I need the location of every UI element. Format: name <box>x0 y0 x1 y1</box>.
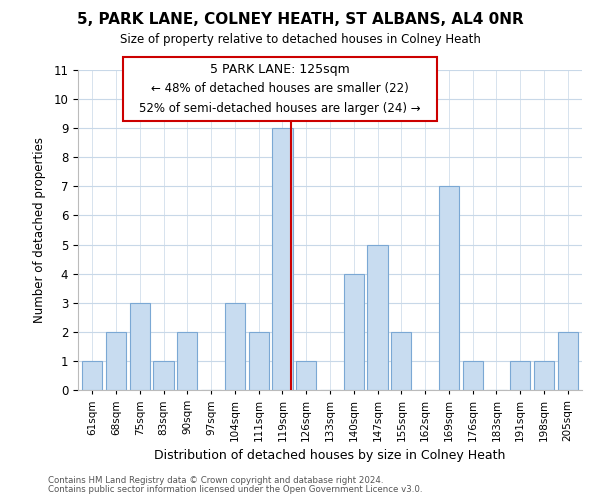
Text: 5 PARK LANE: 125sqm: 5 PARK LANE: 125sqm <box>210 63 350 76</box>
Bar <box>344 274 364 390</box>
Bar <box>439 186 459 390</box>
Text: Contains HM Land Registry data © Crown copyright and database right 2024.: Contains HM Land Registry data © Crown c… <box>48 476 383 485</box>
Bar <box>367 244 388 390</box>
Y-axis label: Number of detached properties: Number of detached properties <box>34 137 46 323</box>
Bar <box>248 332 269 390</box>
Bar <box>391 332 412 390</box>
Text: 52% of semi-detached houses are larger (24) →: 52% of semi-detached houses are larger (… <box>139 102 421 114</box>
Bar <box>510 361 530 390</box>
Bar <box>534 361 554 390</box>
Text: Contains public sector information licensed under the Open Government Licence v3: Contains public sector information licen… <box>48 485 422 494</box>
Bar <box>225 302 245 390</box>
Bar <box>177 332 197 390</box>
Bar <box>154 361 173 390</box>
Bar <box>82 361 103 390</box>
X-axis label: Distribution of detached houses by size in Colney Heath: Distribution of detached houses by size … <box>154 450 506 462</box>
Bar <box>272 128 293 390</box>
Bar <box>463 361 483 390</box>
Bar <box>106 332 126 390</box>
Text: Size of property relative to detached houses in Colney Heath: Size of property relative to detached ho… <box>119 32 481 46</box>
Text: ← 48% of detached houses are smaller (22): ← 48% of detached houses are smaller (22… <box>151 82 409 96</box>
Bar <box>557 332 578 390</box>
Text: 5, PARK LANE, COLNEY HEATH, ST ALBANS, AL4 0NR: 5, PARK LANE, COLNEY HEATH, ST ALBANS, A… <box>77 12 523 28</box>
Bar <box>130 302 150 390</box>
Bar <box>296 361 316 390</box>
